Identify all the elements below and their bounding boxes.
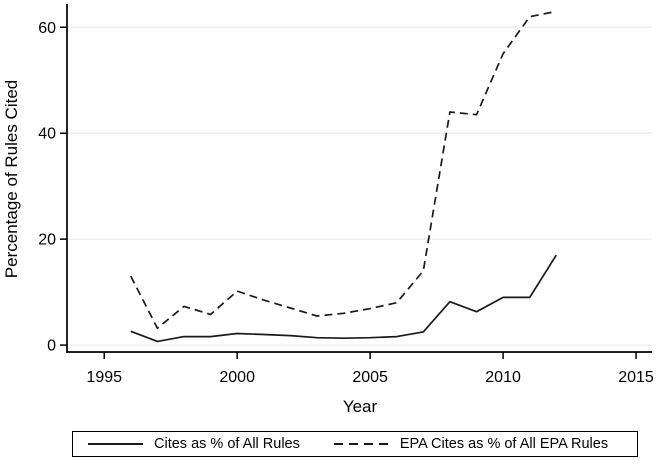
x-tick-label-2015: 2015 xyxy=(618,369,654,386)
tick-marks xyxy=(60,26,637,359)
legend: Cites as % of All Rules EPA Cites as % o… xyxy=(72,431,638,457)
chart-canvas: 0 20 40 60 1995 2000 2005 2010 2015 Year Percent… xyxy=(2,4,654,416)
axes xyxy=(66,4,652,353)
series-line-dashed xyxy=(130,10,557,330)
x-tick-label-2005: 2005 xyxy=(352,369,388,386)
x-tick-label-1995: 1995 xyxy=(86,369,122,386)
y-tick-label-60: 60 xyxy=(38,20,56,37)
x-axis-title: Year xyxy=(343,397,378,416)
data-series xyxy=(130,10,558,343)
series-line-solid xyxy=(130,254,558,343)
y-axis-title: Percentage of Rules Cited xyxy=(2,80,21,278)
gridlines xyxy=(68,26,652,346)
tick-labels: 0 20 40 60 1995 2000 2005 2010 2015 xyxy=(38,20,654,386)
solid-line-swatch-icon xyxy=(88,443,143,445)
y-tick-label-40: 40 xyxy=(38,126,56,143)
y-tick-label-20: 20 xyxy=(38,232,56,249)
x-tick-label-2000: 2000 xyxy=(219,369,255,386)
x-tick-label-2010: 2010 xyxy=(485,369,521,386)
legend-entry-epa-cites: EPA Cites as % of All EPA Rules xyxy=(333,436,609,452)
legend-label-cites: Cites as % of All Rules xyxy=(154,436,300,452)
y-tick-label-0: 0 xyxy=(47,338,56,355)
dashed-line-swatch-icon xyxy=(333,443,389,445)
legend-entry-cites: Cites as % of All Rules xyxy=(88,436,300,452)
legend-label-epa-cites: EPA Cites as % of All EPA Rules xyxy=(399,436,609,452)
